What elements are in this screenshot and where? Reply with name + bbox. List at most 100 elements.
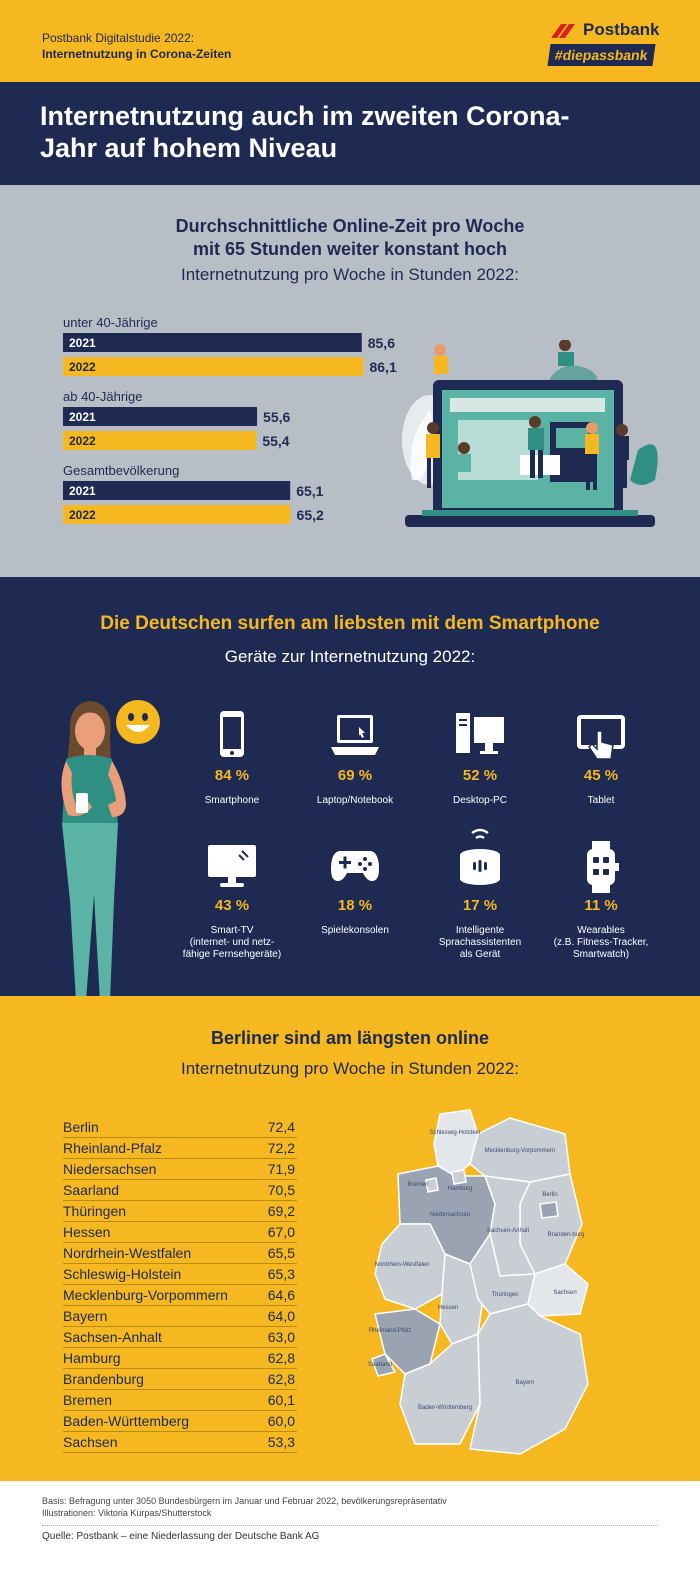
logo-name: Postbank [583, 20, 660, 39]
map-label-be: Berlin [542, 1192, 557, 1198]
map-sh [433, 1109, 479, 1177]
state-name: Sachsen [63, 1434, 118, 1450]
bar-year-label: 2022 [69, 434, 96, 448]
state-row: Sachsen-Anhalt 63,0 [63, 1327, 297, 1348]
section-online-time-title: Durchschnittliche Online-Zeit pro Woche … [0, 215, 700, 261]
state-row: Bremen 60,1 [63, 1390, 297, 1411]
smiley-icon [116, 700, 160, 744]
map-by [469, 1303, 589, 1455]
device-label: Spielekonsolen [321, 925, 389, 936]
device-label: Intelligente Sprachassistenten als Gerät [438, 925, 522, 960]
section-devices-subtitle: Geräte zur Internetnutzung 2022: [224, 647, 476, 666]
state-name: Brandenburg [63, 1371, 144, 1387]
state-value: 62,8 [267, 1350, 295, 1366]
postbank-logo-icon [551, 24, 575, 38]
map-label-he: Hessen [438, 1305, 458, 1311]
device-game-console: 18 % Spielekonsolen [285, 839, 425, 969]
states-table: Berlin 72,4 Rheinland-Pfalz 72,2 Niedersachs… [63, 1117, 297, 1453]
map-label-mv: Mecklenburg-Vorpommern [485, 1148, 556, 1154]
state-name: Berlin [63, 1119, 99, 1135]
device-pct: 43 % [214, 897, 250, 914]
state-row: Schleswig-Holstein 65,3 [63, 1264, 297, 1285]
map-label-bb: Branden-burg [548, 1232, 585, 1238]
online-time-bar-chart: unter 40-Jährige 2021 85,6 2022 86,1 ab 40-Jä… [63, 315, 397, 524]
map-label-sh: Schleswig-Holstein [430, 1130, 481, 1136]
state-name: Nordrhein-Westfalen [63, 1245, 192, 1261]
map-label-rp: Rheinland-Pfalz [369, 1328, 411, 1334]
title-band: Internetnutzung auch im zweiten Corona-J… [0, 82, 700, 185]
map-label-ni: Niedersachsen [430, 1212, 470, 1218]
device-pct: 52 % [462, 767, 498, 784]
map-be [539, 1201, 559, 1219]
bar-year-label: 2022 [69, 360, 96, 374]
bar-value-label: 55,4 [262, 433, 289, 449]
device-voice-assistant: 17 % Intelligente Sprachassistenten als … [410, 828, 550, 969]
state-row: Brandenburg 62,8 [63, 1369, 297, 1390]
smart-tv-icon [208, 845, 256, 887]
bar-year-label: 2021 [69, 484, 96, 498]
device-pct: 11 % [584, 897, 618, 914]
device-pct: 17 % [462, 897, 498, 914]
state-name: Saarland [63, 1182, 120, 1198]
section-states: Berliner sind am längsten online Interne… [0, 996, 700, 1481]
map-hb [425, 1177, 439, 1193]
device-label: Laptop/Notebook [316, 795, 394, 806]
footer: Basis: Befragung unter 3050 Bundesbürger… [0, 1481, 700, 1575]
device-pct: 84 % [214, 767, 250, 784]
device-tablet: 45 % Tablet [531, 707, 671, 807]
state-value: 62,8 [267, 1371, 295, 1387]
section-states-subtitle: Internetnutzung pro Woche in Stunden 202… [180, 1059, 520, 1078]
bar-value-label: 86,1 [369, 359, 396, 375]
map-hh [451, 1169, 467, 1185]
bar-year-label: 2021 [69, 410, 96, 424]
state-name: Rheinland-Pfalz [63, 1140, 162, 1156]
laptop-illustration [402, 340, 658, 527]
bar-value-label: 65,2 [297, 507, 324, 523]
state-value: 71,9 [267, 1161, 295, 1177]
state-row: Thüringen 69,2 [63, 1201, 297, 1222]
state-row: Sachsen 53,3 [63, 1432, 297, 1453]
state-row: Hamburg 62,8 [63, 1348, 297, 1369]
bar-value-label: 65,1 [296, 483, 323, 499]
bar-2021 [63, 481, 291, 500]
state-name: Bremen [63, 1392, 113, 1408]
map-label-sl: Saarland [368, 1362, 392, 1368]
map-sl [371, 1353, 397, 1377]
device-wearables: 11 % Wearables (z.B. Fitness-Tracker, Sm… [531, 839, 671, 969]
state-row: Hessen 67,0 [63, 1222, 297, 1243]
device-pct: 45 % [583, 767, 619, 784]
map-label-hb: Bremen [407, 1182, 428, 1188]
state-name: Hessen [63, 1224, 111, 1240]
state-value: 65,5 [267, 1245, 295, 1261]
woman-with-smartphone-illustration [61, 701, 130, 1025]
state-row: Mecklenburg-Vorpommern 64,6 [63, 1285, 297, 1306]
device-pct: 69 % [337, 767, 373, 784]
map-label-by: Bayern [515, 1380, 534, 1386]
bar-value-label: 55,6 [263, 409, 290, 425]
section-states-title: Berliner sind am längsten online [210, 1028, 490, 1048]
map-label-bw: Baden-Württemberg [418, 1405, 472, 1411]
bar-year-label: 2022 [69, 508, 96, 522]
bar-2021 [63, 407, 258, 426]
state-value: 65,3 [267, 1266, 295, 1282]
state-name: Bayern [63, 1308, 108, 1324]
state-value: 69,2 [267, 1203, 295, 1219]
state-name: Niedersachsen [63, 1161, 157, 1177]
credits-text: Illustrationen: Viktoria Kurpas/Shutters… [42, 1508, 212, 1518]
state-value: 60,1 [267, 1392, 295, 1408]
device-smartphone: 84 % Smartphone [162, 707, 302, 807]
state-row: Rheinland-Pfalz 72,2 [63, 1138, 297, 1159]
desktop-icon [456, 713, 504, 754]
device-label: Smart-TV (internet- und netz- fähige Fer… [182, 925, 282, 960]
state-value: 72,4 [267, 1119, 295, 1135]
state-name: Schleswig-Holstein [63, 1266, 182, 1282]
header: Postbank Digitalstudie 2022: Internetnut… [0, 0, 700, 82]
bar-2022 [63, 431, 257, 450]
map-label-hh: Hamburg [448, 1186, 473, 1192]
state-value: 60,0 [267, 1413, 295, 1429]
gamepad-icon [331, 851, 379, 881]
state-row: Berlin 72,4 [63, 1117, 297, 1138]
state-value: 64,6 [267, 1287, 295, 1303]
page-title: Internetnutzung auch im zweiten Corona-J… [40, 101, 570, 163]
state-value: 53,3 [267, 1434, 295, 1450]
